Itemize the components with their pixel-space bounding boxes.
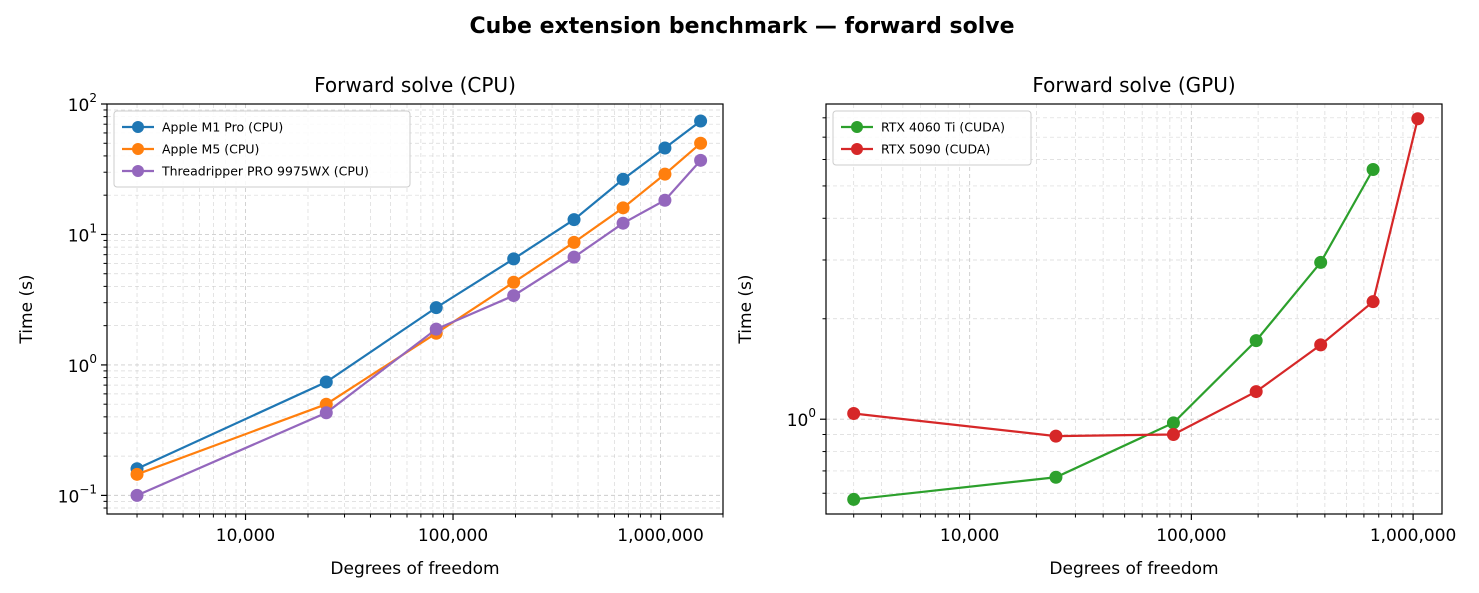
x-tick-label: 1,000,000 (1370, 526, 1457, 546)
data-point (567, 250, 581, 264)
y-tick-label: 101 (68, 221, 97, 246)
x-axis-label: Degrees of freedom (330, 559, 499, 579)
legend-entry: RTX 5090 (CUDA) (881, 142, 990, 157)
series-threadripper-pro-9975wx-cpu- (130, 153, 708, 502)
legend-swatch-marker (851, 143, 863, 155)
legend-box (113, 110, 411, 188)
grid (107, 103, 724, 514)
data-point (694, 114, 708, 128)
x-tick-label: 1,000,000 (617, 526, 704, 546)
data-point (1249, 385, 1263, 399)
data-point (1049, 470, 1063, 484)
x-axis-label: Degrees of freedom (1049, 559, 1218, 579)
data-point (1366, 295, 1380, 309)
data-point (319, 375, 333, 389)
legend-swatch-marker (132, 121, 144, 133)
y-tick-label: 100 (787, 406, 816, 431)
chart-title: Forward solve (CPU) (314, 73, 516, 97)
data-point (130, 467, 144, 481)
data-point (130, 488, 144, 502)
legend: RTX 4060 Ti (CUDA) RTX 5090 (CUDA) (832, 110, 1032, 166)
data-point (847, 492, 861, 506)
legend-swatch-marker (851, 121, 863, 133)
data-point (616, 201, 630, 215)
data-point (1366, 163, 1380, 177)
series-line (136, 120, 702, 470)
chart-title: Forward solve (GPU) (1032, 73, 1235, 97)
y-axis-label: Time (s) (736, 274, 756, 344)
grid (826, 104, 1442, 514)
data-point (507, 289, 521, 303)
series-rtx-5090-cuda- (847, 112, 1425, 443)
data-point (319, 406, 333, 420)
legend: Apple M1 Pro (CPU) Apple M5 (CPU) Threadri… (113, 110, 411, 188)
data-point (507, 275, 521, 289)
legend-swatch-marker (132, 165, 144, 177)
data-point (507, 252, 521, 266)
data-point (658, 193, 672, 207)
series-rtx-4060-ti-cuda- (847, 163, 1380, 506)
axes-frame (106, 103, 724, 515)
x-tick-label: 100,000 (418, 526, 488, 546)
data-point (616, 216, 630, 230)
y-tick-label: 102 (68, 91, 97, 116)
y-axis-label: Time (s) (17, 274, 37, 344)
data-point (567, 235, 581, 249)
data-point (1166, 427, 1180, 441)
axes-frame (825, 103, 1443, 515)
series-line (853, 168, 1375, 501)
data-point (694, 153, 708, 167)
data-point (429, 322, 443, 336)
data-point (429, 301, 443, 315)
gpu-chart-panel: 10,000 100,000 1,000,000 100 Forward solve (… (736, 73, 1456, 579)
x-tick-label: 100,000 (1156, 526, 1226, 546)
figure-title: Cube extension benchmark — forward solve (470, 14, 1015, 39)
series-line (136, 159, 702, 497)
cpu-chart-panel: 10,000 100,000 1,000,000 10−1 100 101 102 Forwa… (17, 73, 724, 579)
data-point (1314, 255, 1328, 269)
data-point (1411, 112, 1425, 126)
data-point (847, 407, 861, 421)
series-line (136, 142, 702, 476)
data-point (1166, 416, 1180, 430)
y-tick-label: 100 (68, 352, 97, 377)
data-point (658, 141, 672, 155)
data-point (1049, 429, 1063, 443)
legend-entry: RTX 4060 Ti (CUDA) (881, 120, 1005, 135)
x-tick-label: 10,000 (216, 526, 275, 546)
data-point (1249, 334, 1263, 348)
x-tick-label: 10,000 (940, 526, 999, 546)
legend-box (832, 110, 1032, 166)
data-point (1314, 338, 1328, 352)
y-tick-label: 10−1 (58, 482, 97, 507)
data-point (694, 136, 708, 150)
data-point (567, 213, 581, 227)
legend-entry: Apple M1 Pro (CPU) (162, 120, 283, 135)
legend-entry: Threadripper PRO 9975WX (CPU) (161, 164, 369, 179)
data-point (658, 167, 672, 181)
legend-entry: Apple M5 (CPU) (162, 142, 259, 157)
legend-swatch-marker (132, 143, 144, 155)
data-point (616, 172, 630, 186)
